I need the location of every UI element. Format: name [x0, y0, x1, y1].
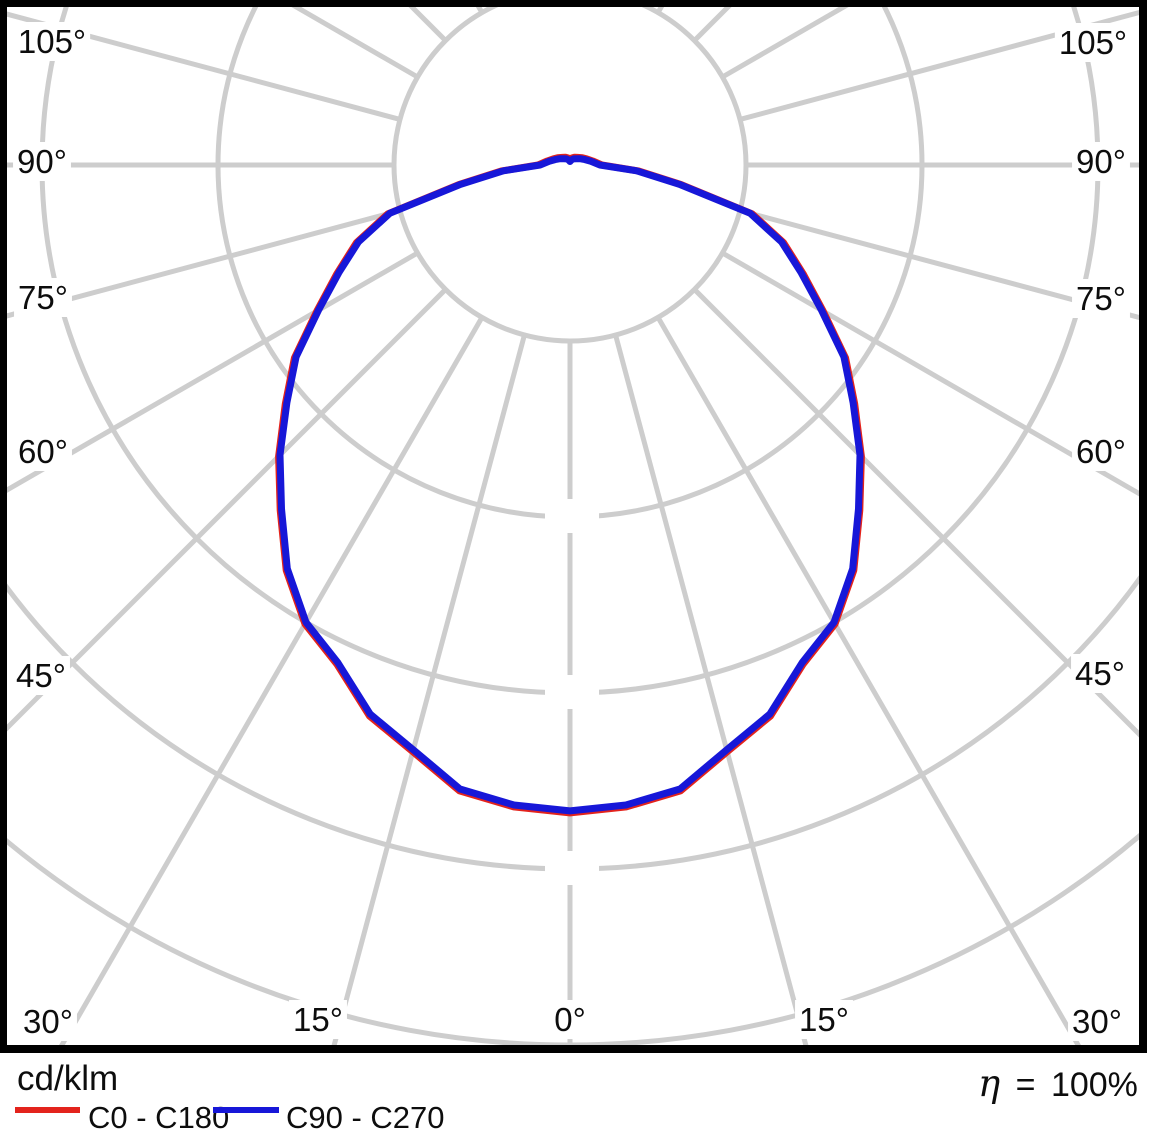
- angle-label: 0°: [554, 1001, 586, 1038]
- angle-label: 45°: [16, 657, 66, 694]
- ring-value-box: [545, 499, 599, 533]
- angle-label: 15°: [799, 1001, 849, 1038]
- angle-label: 30°: [1072, 1003, 1122, 1040]
- angle-label-box: [14, 432, 72, 471]
- eta-equals: =: [1015, 1066, 1036, 1104]
- angle-label-box: [1071, 654, 1129, 693]
- angle-label-box: [13, 22, 91, 61]
- angle-label-box: [289, 1000, 347, 1039]
- legend-label-c0-c180: C0 - C180: [88, 1100, 230, 1135]
- grid-ray: [7, 250, 419, 493]
- angle-label: 75°: [18, 279, 68, 316]
- plot-frame: [0, 0, 1147, 1053]
- angle-label-box: [19, 1002, 77, 1041]
- angle-label: 90°: [1076, 143, 1126, 180]
- ring-value-box: [545, 675, 599, 709]
- legend-swatch-c90-c270: [213, 1107, 279, 1113]
- legend-swatch-c0-c180: [15, 1107, 80, 1113]
- eta-value: 100%: [1050, 1066, 1138, 1104]
- angle-label: 105°: [18, 23, 86, 60]
- eta-symbol: η: [978, 1062, 1001, 1105]
- angle-label-box: [1068, 1002, 1126, 1041]
- ring-value-box: [545, 851, 599, 885]
- angle-label-box: [795, 1000, 853, 1039]
- angle-label-box: [13, 142, 71, 181]
- angle-label-box: [1054, 23, 1132, 62]
- angle-label-box: [14, 278, 72, 317]
- angle-label: 45°: [1075, 655, 1125, 692]
- grid-ring: [7, 575, 1139, 872]
- angle-label: 60°: [1076, 433, 1126, 470]
- grid-ring: [391, 7, 749, 344]
- angle-label: 90°: [17, 143, 67, 180]
- angle-label-box: [550, 1000, 590, 1039]
- grid-ray: [7, 11, 401, 122]
- legend-label-c90-c270: C90 - C270: [286, 1100, 445, 1135]
- angle-label-box: [1072, 279, 1130, 318]
- units-label: cd/klm: [17, 1059, 119, 1098]
- angle-label: 75°: [1076, 280, 1126, 317]
- grid-ray: [721, 250, 1139, 497]
- angle-label: 30°: [23, 1003, 73, 1040]
- grid-ray: [655, 316, 1081, 1045]
- grid-ray: [331, 334, 527, 1045]
- grid-ray: [59, 316, 485, 1045]
- angle-label: 15°: [293, 1001, 343, 1038]
- angle-label-box: [12, 656, 70, 695]
- angle-label: 105°: [1059, 24, 1127, 61]
- grid-ray: [739, 9, 1139, 122]
- angle-label-box: [1072, 142, 1130, 181]
- angle-label-box: [1072, 432, 1130, 471]
- angle-label: 60°: [18, 433, 68, 470]
- grid-ray: [613, 334, 809, 1045]
- grid-ray: [739, 208, 1139, 321]
- curve-c90-c270: [276, 155, 864, 815]
- grid-ray: [7, 208, 401, 319]
- efficiency-readout: η = 100%: [978, 1062, 1138, 1105]
